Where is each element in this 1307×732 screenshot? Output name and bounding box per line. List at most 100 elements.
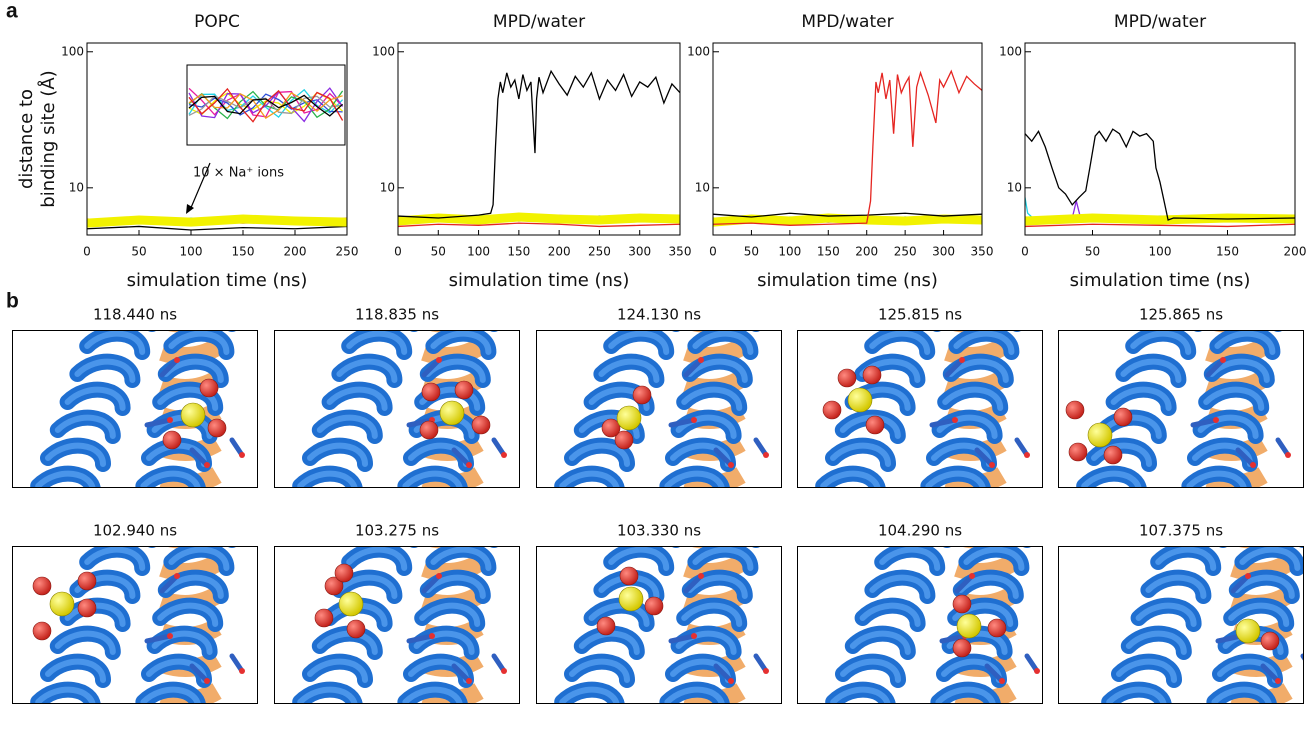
x-tick-label: 250 (894, 245, 917, 259)
x-tick-label: 200 (548, 245, 571, 259)
stick-tip (1024, 452, 1030, 458)
snapshot (274, 546, 520, 704)
helix-shade (664, 330, 754, 488)
plot-frame (712, 42, 983, 236)
stick (229, 653, 245, 674)
water-oxygen (1103, 445, 1123, 465)
stick-tip (501, 668, 507, 674)
x-axis-label: simulation time (ns) (127, 270, 308, 291)
sodium-ion (616, 405, 642, 431)
stick-tip (466, 678, 472, 684)
snapshot-frame (12, 330, 258, 488)
data-line (398, 212, 680, 226)
stick-tip (1220, 357, 1226, 363)
stick-tip (1034, 668, 1040, 674)
water-oxygen (837, 368, 857, 388)
water-oxygen (419, 420, 439, 440)
line-chart: POPC simulation time (ns) 0 50 100 150 200 250 1… (16, 12, 358, 291)
stick (668, 633, 697, 644)
water-oxygen (596, 616, 616, 636)
x-tick-label: 0 (709, 245, 717, 259)
water-oxygen (1068, 442, 1088, 462)
water-oxygen (207, 418, 227, 438)
water-oxygen (421, 382, 441, 402)
stick (159, 573, 180, 594)
stick (974, 447, 995, 468)
snapshot (797, 546, 1043, 704)
helix-shade (830, 546, 941, 704)
stick-tip (691, 633, 697, 639)
data-line (1025, 128, 1295, 221)
chart-title: MPD/water (801, 12, 893, 32)
water-oxygen (614, 430, 634, 450)
stick-tip (239, 452, 245, 458)
stick (451, 447, 472, 468)
inset-line (188, 92, 343, 119)
water-oxygen (77, 598, 97, 618)
data-line (87, 225, 347, 231)
stick (683, 357, 704, 378)
stick-tip (436, 357, 442, 363)
stick-tip (698, 357, 704, 363)
water-oxygen (32, 576, 52, 596)
snapshot-time: 103.330 ns (617, 522, 701, 540)
water-oxygen (632, 385, 652, 405)
helix-shade (1186, 330, 1276, 488)
stick-tip (174, 573, 180, 579)
inset-line (188, 87, 344, 123)
snapshot-frame (797, 330, 1043, 488)
water-oxygen (865, 415, 885, 435)
water-oxygen (987, 618, 1007, 638)
x-tick-label: 150 (232, 245, 255, 259)
sodium-ion (338, 591, 364, 617)
annotation: 10 × Na⁺ ions (193, 166, 284, 181)
snapshot-time: 107.375 ns (1139, 522, 1223, 540)
stick (1014, 437, 1030, 458)
water-oxygen (162, 430, 182, 450)
data-line (398, 69, 680, 219)
data-line (713, 69, 982, 226)
snapshot-time: 125.865 ns (1139, 306, 1223, 324)
data-line (713, 213, 982, 227)
water-oxygen (324, 576, 344, 596)
stick-tip (1213, 417, 1219, 423)
helix-shade (140, 546, 230, 704)
x-axis-label: simulation time (ns) (449, 270, 630, 291)
x-tick-label: 50 (131, 245, 146, 259)
stick-tip (239, 668, 245, 674)
sodium-ion (618, 586, 644, 612)
x-tick-label: 200 (855, 245, 878, 259)
water-oxygen (334, 563, 354, 583)
stick (144, 633, 173, 644)
data-line (87, 214, 347, 228)
stick (944, 357, 965, 378)
stick (1024, 653, 1040, 674)
stick-tip (204, 678, 210, 684)
chart-title: MPD/water (1114, 12, 1206, 32)
stick-tip (204, 462, 210, 468)
stick-tip (1285, 452, 1291, 458)
helix-shade (35, 330, 146, 488)
x-tick-label: 250 (588, 245, 611, 259)
water-oxygen (471, 415, 491, 435)
snapshot-time: 103.275 ns (355, 522, 439, 540)
x-tick-label: 150 (507, 245, 530, 259)
stick-tip (1250, 462, 1256, 468)
stick-tip (728, 462, 734, 468)
stick-tip (429, 633, 435, 639)
water-oxygen (32, 621, 52, 641)
x-tick-label: 100 (1149, 245, 1172, 259)
y-tick-label: 100 (999, 44, 1022, 58)
sodium-ion (180, 402, 206, 428)
snapshot-frame (274, 330, 520, 488)
stick (491, 653, 507, 674)
sodium-ion (439, 400, 465, 426)
data-line (398, 222, 680, 228)
x-tick-label: 350 (669, 245, 692, 259)
stick-tip (436, 573, 442, 579)
y-tick-label: 10 (380, 180, 395, 194)
y-tick-label: 100 (687, 44, 710, 58)
stick (954, 573, 975, 594)
stick-tip (167, 633, 173, 639)
